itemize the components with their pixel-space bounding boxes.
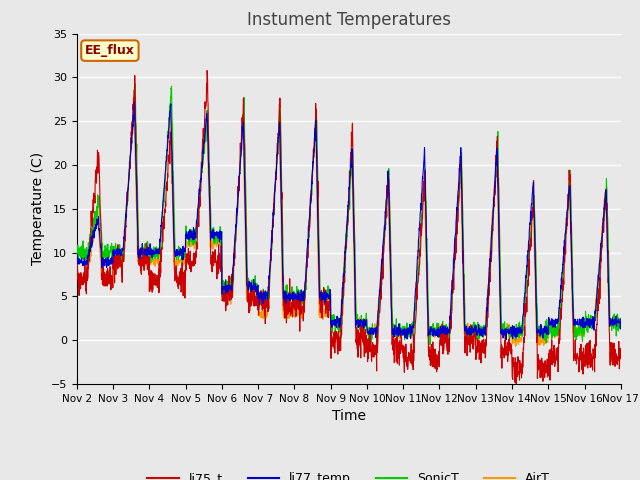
Legend: li75_t, li77_temp, SonicT, AirT: li75_t, li77_temp, SonicT, AirT <box>143 467 555 480</box>
Text: EE_flux: EE_flux <box>85 44 135 57</box>
Y-axis label: Temperature (C): Temperature (C) <box>31 152 45 265</box>
X-axis label: Time: Time <box>332 409 366 423</box>
Title: Instument Temperatures: Instument Temperatures <box>247 11 451 29</box>
